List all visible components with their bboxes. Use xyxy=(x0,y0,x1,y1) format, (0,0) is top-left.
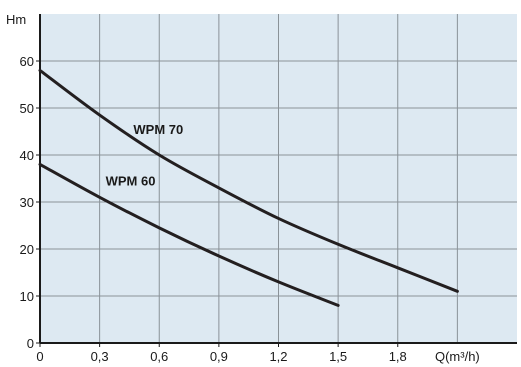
x-tick-label: 1,5 xyxy=(329,349,347,364)
y-tick-label: 20 xyxy=(20,242,34,257)
series-curves xyxy=(38,68,459,307)
y-tick-label: 50 xyxy=(20,101,34,116)
y-tick-label: 10 xyxy=(20,289,34,304)
x-tick-label: 0 xyxy=(36,349,43,364)
y-tick-label: 40 xyxy=(20,148,34,163)
series-label-wpm-70: WPM 70 xyxy=(133,122,183,137)
y-axis-title: Hm xyxy=(6,12,26,27)
x-axis-title: Q(m³/h) xyxy=(435,349,480,364)
y-tick-label: 30 xyxy=(20,195,34,210)
y-tick-label: 60 xyxy=(20,54,34,69)
series-line-wpm-70 xyxy=(38,68,459,293)
x-tick-label: 0,9 xyxy=(210,349,228,364)
x-tick-label: 1,2 xyxy=(269,349,287,364)
x-tick-label: 0,3 xyxy=(91,349,109,364)
x-tick-label: 1,8 xyxy=(389,349,407,364)
x-tick-label: 0,6 xyxy=(150,349,168,364)
series-label-wpm-60: WPM 60 xyxy=(106,174,156,189)
series-line-wpm-60 xyxy=(38,162,340,307)
y-tick-label: 0 xyxy=(27,336,34,351)
tick-labels: 0 0,3 0,6 0,9 1,2 1,5 1,8 0 10 20 30 40 50 60 xyxy=(20,54,407,364)
grid-lines xyxy=(40,14,517,343)
